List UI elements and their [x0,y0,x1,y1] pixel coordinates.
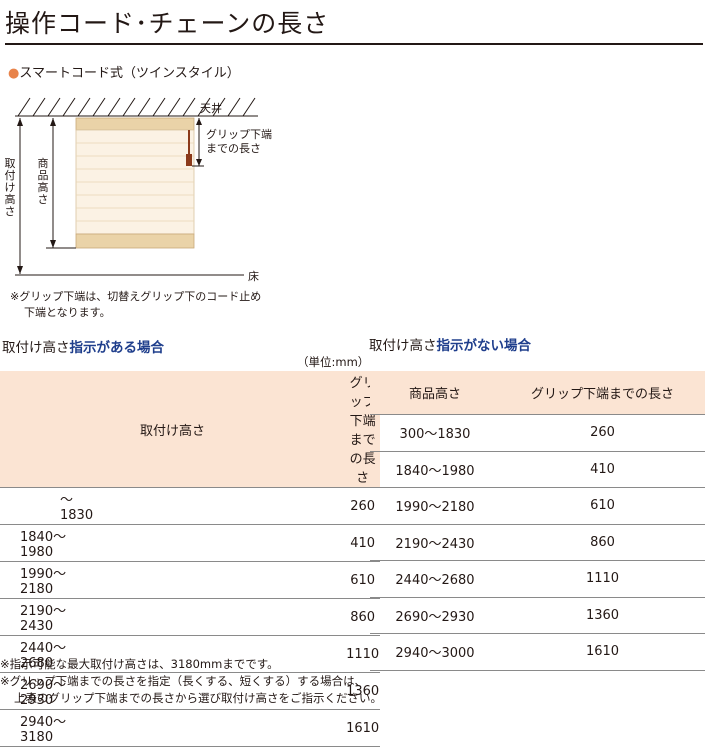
cell: ～1830 [0,487,346,525]
left-col-header-1: 取付け高さ [0,371,346,488]
subtitle-text: スマートコード式（ツインスタイル） [19,66,240,81]
grip-note-line2: 下端となります。 [24,306,111,319]
product-height-label: 商品高さ [37,157,49,206]
table-row: ～1830 260 [0,487,381,525]
right-section-heading: 取付け高さ指示がない場合 [369,334,531,354]
left-heading-emphasis: 指示がある場合 [69,340,165,356]
table-row: 1840～1980 410 [0,524,381,562]
table-row: 2940～3000 1610 [370,633,705,671]
footnote-line1: ※指示可能な最大取付け高さは、3180mmまでです。 [0,657,279,671]
cell: 2940～3180 [0,709,346,747]
grip-label-line1: グリップ下端 [206,128,272,141]
table-row: 2940～3180 1610 [0,709,381,747]
cell: 1990～2180 [0,561,346,599]
footnote-line2: ※グリップ下端までの長さを指定（長くする、短くする）する場合は、 [0,674,367,688]
cell: 860 [500,524,705,561]
mount-height-label: 取付け高さ [4,157,16,218]
unit-label: （単位:mm） [297,355,370,369]
cell: 1360 [345,672,381,710]
grip-label-line2: までの長さ [206,142,261,155]
right-col-header-2: グリップ下端までの長さ [500,371,705,415]
right-heading-emphasis: 指示がない場合 [436,338,532,354]
grip-note: ※グリップ下端は、切替えグリップ下のコード止め 下端となります。 [10,289,261,321]
table-row: 2690～2930 1360 [370,597,705,634]
blind-diagram: 天井 床 取付け高さ 商品高さ グリップ下端 までの長さ [0,88,280,288]
page-title: 操作コード･チェーンの長さ [5,9,330,38]
cell: 300～1830 [370,414,500,452]
cell: 610 [500,487,705,525]
cell: 410 [500,451,705,488]
grip [186,154,192,166]
table-row: 1990～2180 610 [370,487,705,525]
footnote-line3: 上表のグリップ下端までの長さから選び取付け高さをご指示ください。 [14,691,382,705]
cell: 1610 [345,709,381,747]
cell: 1110 [500,560,705,598]
table-row: 2690～2930 1360 [0,672,381,710]
table-row: 1840～1980 410 [370,451,705,488]
blind-diagram-svg [15,97,258,276]
cell: 2940～3000 [370,633,500,671]
cell: 1840～1980 [370,451,500,488]
cell: 1840～1980 [0,524,346,562]
cell: 1610 [500,633,705,671]
left-section-heading: 取付け高さ指示がある場合 [2,336,164,356]
table-row: 1990～2180 610 [0,561,381,599]
table-row: 2440～2680 1110 [0,635,381,673]
section-subtitle: ●スマートコード式（ツインスタイル） [8,62,240,81]
ceiling-label: 天井 [200,102,222,115]
right-heading-plain: 取付け高さ [369,338,437,354]
table-row: 2440～2680 1110 [370,560,705,598]
cell: 1990～2180 [370,487,500,525]
cell: 2190～2430 [370,524,500,561]
cell: 2190～2430 [0,598,346,636]
cell: 2440～2680 [0,635,346,673]
head-rail [75,117,195,131]
cell: 2440～2680 [370,560,500,598]
cell: 2690～2930 [370,597,500,634]
table-row: 2190～2430 860 [0,598,381,636]
cell: 2690～2930 [0,672,346,710]
grip-note-line1: ※グリップ下端は、切替えグリップ下のコード止め [10,290,262,303]
title-divider [5,43,703,45]
right-table: 商品高さ グリップ下端までの長さ 300～1830 260 1840～1980 41… [370,371,705,671]
footnotes: ※指示可能な最大取付け高さは、3180mmまでです。 ※グリップ下端までの長さを… [0,656,382,707]
cell: 1360 [500,597,705,634]
floor-label: 床 [248,270,259,283]
bottom-rail [75,233,195,249]
left-heading-plain: 取付け高さ [2,340,70,356]
right-col-header-1: 商品高さ [370,371,500,415]
table-row: 2190～2430 860 [370,524,705,561]
cell: 260 [500,414,705,452]
bullet-icon: ● [8,66,20,81]
ceiling-hatch [15,97,258,117]
table-row: 300～1830 260 [370,414,705,452]
